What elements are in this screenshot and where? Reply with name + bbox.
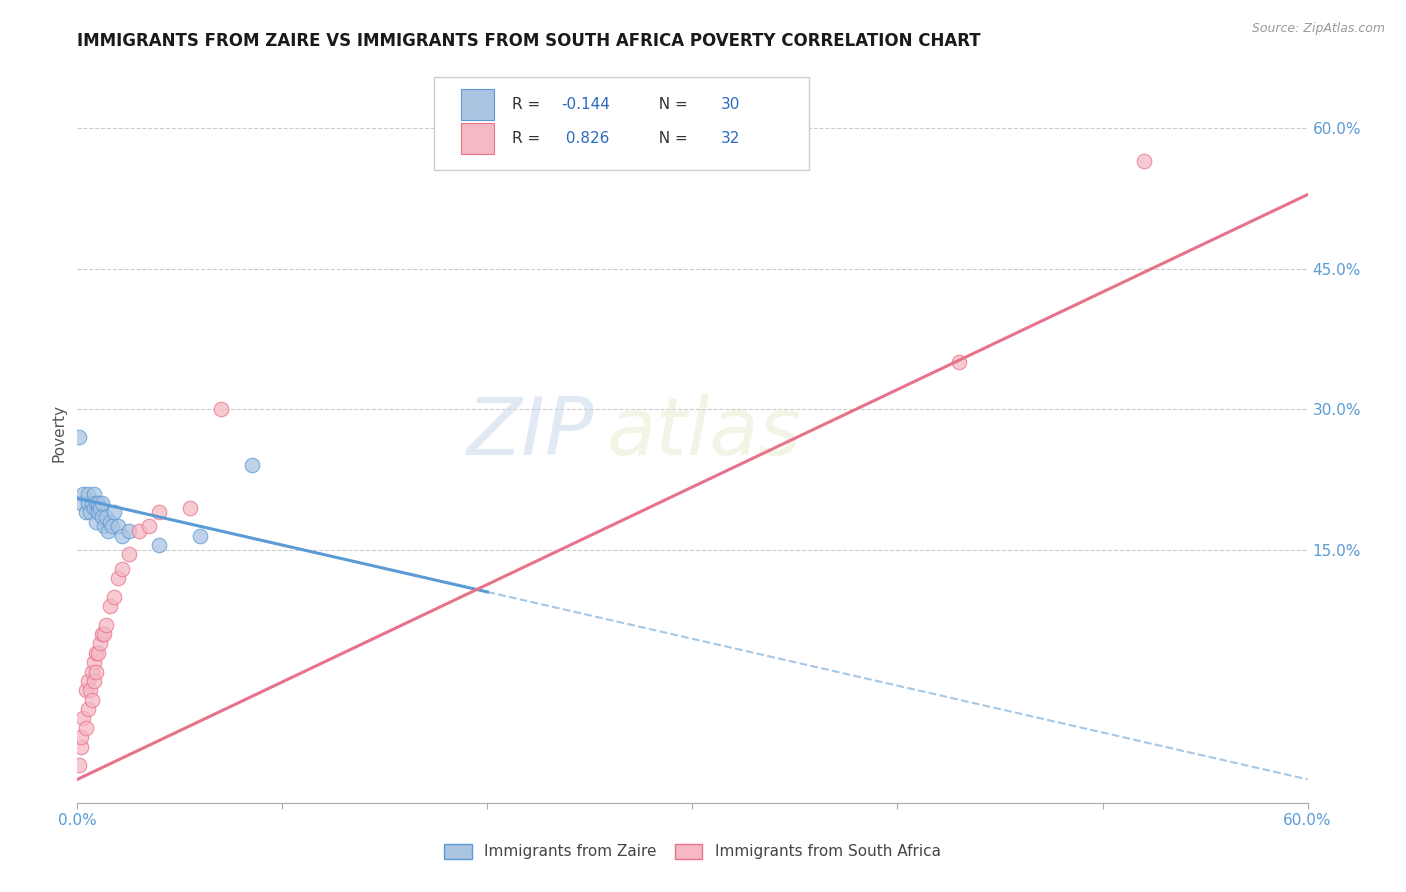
Text: Source: ZipAtlas.com: Source: ZipAtlas.com [1251,22,1385,36]
FancyBboxPatch shape [461,89,495,120]
Point [87,496,110,510]
Point [148,505,170,519]
Point [75,505,97,519]
Point [83,673,105,688]
Point [83,655,105,669]
Point [87,500,110,515]
Point [84,665,107,679]
Point [148,538,170,552]
Text: IMMIGRANTS FROM ZAIRE VS IMMIGRANTS FROM SOUTH AFRICA POVERTY CORRELATION CHART: IMMIGRANTS FROM ZAIRE VS IMMIGRANTS FROM… [77,32,981,50]
Text: ZIP: ZIP [467,393,595,472]
Point [111,529,134,543]
Point [84,515,107,529]
Point [107,519,129,533]
Point [75,721,97,735]
Point [240,458,263,473]
Point [117,524,139,538]
FancyBboxPatch shape [461,123,495,154]
Point [103,505,125,519]
Point [83,486,105,500]
Point [89,636,111,650]
Point [70,496,93,510]
Point [89,500,111,515]
Point [138,519,160,533]
Legend: Immigrants from Zaire, Immigrants from South Africa: Immigrants from Zaire, Immigrants from S… [439,838,946,865]
Text: R =: R = [512,131,544,146]
Point [93,627,115,641]
Point [80,496,103,510]
Text: 32: 32 [721,131,740,146]
Point [84,646,107,660]
Text: N =: N = [650,97,693,112]
Point [72,486,94,500]
Point [76,673,98,688]
Point [94,510,117,524]
Point [83,500,105,515]
Text: -0.144: -0.144 [561,97,610,112]
Point [97,524,120,538]
Point [67,430,90,444]
Point [72,711,94,725]
Point [188,529,212,543]
Point [90,627,114,641]
Text: R =: R = [512,97,544,112]
Point [948,355,970,369]
Point [87,505,110,519]
Point [70,730,93,744]
Point [209,402,232,417]
Point [94,617,117,632]
Point [84,496,107,510]
Point [1132,153,1154,168]
Point [98,599,121,613]
Point [128,524,150,538]
Point [87,646,110,660]
Point [76,496,98,510]
FancyBboxPatch shape [434,78,810,169]
Point [90,496,114,510]
Point [76,486,98,500]
Point [107,571,129,585]
Point [80,665,103,679]
Text: atlas: atlas [606,393,801,472]
Text: 30: 30 [721,97,740,112]
Point [93,519,115,533]
Text: N =: N = [650,131,693,146]
Point [79,505,101,519]
Point [179,500,201,515]
Point [117,548,139,562]
Point [98,515,121,529]
Y-axis label: Poverty: Poverty [51,403,66,462]
Point [90,510,114,524]
Point [76,702,98,716]
Point [111,561,134,575]
Point [79,683,101,698]
Point [80,692,103,706]
Point [103,590,125,604]
Point [70,739,93,754]
Point [101,519,124,533]
Text: 0.826: 0.826 [561,131,609,146]
Point [67,758,90,772]
Point [75,683,97,698]
